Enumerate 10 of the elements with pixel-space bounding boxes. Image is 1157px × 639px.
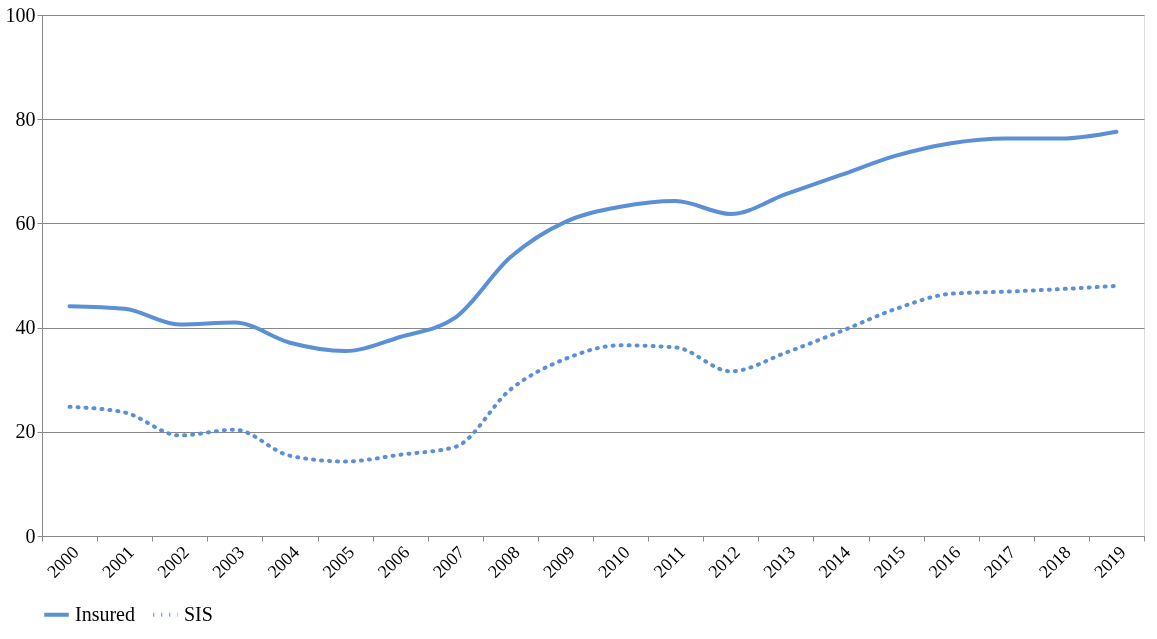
line-series xyxy=(67,129,1119,354)
y-tick-label: 0 xyxy=(25,524,36,547)
legend-label: SIS xyxy=(184,602,213,625)
y-tick-label: 20 xyxy=(15,420,36,443)
y-tick-label: 40 xyxy=(15,316,36,339)
y-tick-label: 80 xyxy=(15,107,36,130)
line-series xyxy=(67,283,1119,464)
y-tick-label: 60 xyxy=(15,211,36,234)
y-tick-label: 100 xyxy=(5,3,36,26)
legend-label: Insured xyxy=(75,602,135,625)
